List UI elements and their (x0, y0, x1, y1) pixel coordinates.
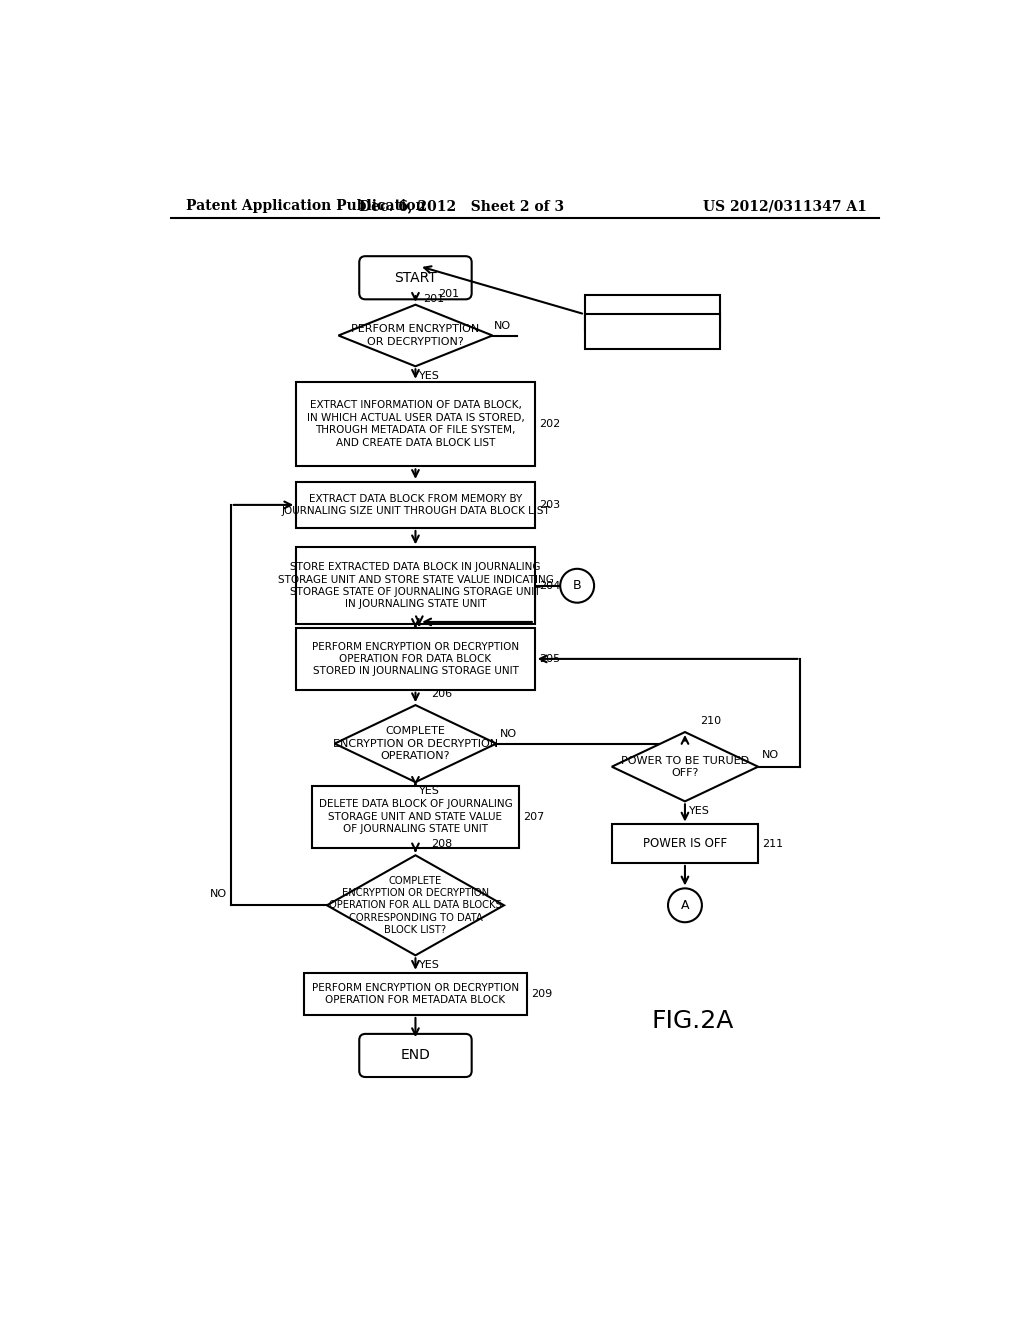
Polygon shape (339, 305, 493, 367)
Text: 205: 205 (539, 653, 560, 664)
Text: YES: YES (419, 787, 440, 796)
Text: END: END (400, 1048, 430, 1063)
Text: YES: YES (419, 371, 440, 380)
Text: NO: NO (500, 730, 517, 739)
Bar (296, 628, 535, 689)
Text: POWER IS OFF: POWER IS OFF (643, 837, 727, 850)
Text: A: A (681, 899, 689, 912)
Text: PERFORM ENCRYPTION
OR DECRYPTION?: PERFORM ENCRYPTION OR DECRYPTION? (351, 325, 479, 347)
Text: 208: 208 (431, 840, 453, 849)
Bar (585, 296, 720, 330)
Bar (311, 785, 519, 847)
Text: NO: NO (210, 888, 226, 899)
Text: 204: 204 (539, 581, 560, 591)
Text: 206: 206 (431, 689, 452, 700)
Text: STORE EXTRACTED DATA BLOCK IN JOURNALING
STORAGE UNIT AND STORE STATE VALUE INDI: STORE EXTRACTED DATA BLOCK IN JOURNALING… (278, 562, 553, 610)
Text: Dec. 6, 2012   Sheet 2 of 3: Dec. 6, 2012 Sheet 2 of 3 (359, 199, 564, 213)
Bar (585, 314, 720, 348)
Text: 209: 209 (531, 989, 552, 999)
Bar (296, 482, 535, 528)
Text: 201: 201 (423, 293, 444, 304)
Text: FIG.2A: FIG.2A (651, 1008, 734, 1032)
Text: YES: YES (689, 805, 710, 816)
Text: POWER TO BE TURUED
OFF?: POWER TO BE TURUED OFF? (621, 755, 749, 777)
Text: NO: NO (762, 750, 779, 760)
Bar (304, 973, 527, 1015)
Text: B: B (572, 579, 582, 593)
Text: START: START (394, 271, 437, 285)
Circle shape (560, 569, 594, 603)
Text: EXTRACT DATA BLOCK FROM MEMORY BY
JOURNALING SIZE UNIT THROUGH DATA BLOCK LIST: EXTRACT DATA BLOCK FROM MEMORY BY JOURNA… (281, 494, 550, 516)
Bar (296, 381, 535, 466)
Polygon shape (327, 855, 504, 956)
Text: EXTRACT INFORMATION OF DATA BLOCK,
IN WHICH ACTUAL USER DATA IS STORED,
THROUGH : EXTRACT INFORMATION OF DATA BLOCK, IN WH… (306, 400, 524, 447)
Text: YES: YES (419, 960, 440, 970)
Text: 210: 210 (700, 715, 722, 726)
Text: COMPLETE
ENCRYPTION OR DECRYPTION
OPERATION FOR ALL DATA BLOCKS
CORRESPONDING TO: COMPLETE ENCRYPTION OR DECRYPTION OPERAT… (329, 875, 502, 935)
Text: COMPLETE
ENCRYPTION OR DECRYPTION
OPERATION?: COMPLETE ENCRYPTION OR DECRYPTION OPERAT… (333, 726, 498, 762)
Circle shape (668, 888, 701, 923)
Text: Patent Application Publication: Patent Application Publication (186, 199, 426, 213)
Bar (611, 825, 758, 863)
Text: 202: 202 (539, 418, 560, 429)
Text: US 2012/0311347 A1: US 2012/0311347 A1 (703, 199, 867, 213)
Text: PERFORM ENCRYPTION OR DECRYPTION
OPERATION FOR METADATA BLOCK: PERFORM ENCRYPTION OR DECRYPTION OPERATI… (312, 982, 519, 1005)
Text: 211: 211 (762, 838, 783, 849)
FancyBboxPatch shape (359, 1034, 472, 1077)
Text: DELETE DATA BLOCK OF JOURNALING
STORAGE UNIT AND STATE VALUE
OF JOURNALING STATE: DELETE DATA BLOCK OF JOURNALING STORAGE … (318, 800, 512, 834)
Text: NO: NO (494, 321, 511, 331)
Polygon shape (611, 733, 758, 801)
Text: 203: 203 (539, 500, 560, 510)
FancyBboxPatch shape (359, 256, 472, 300)
Text: PERFORM ENCRYPTION OR DECRYPTION
OPERATION FOR DATA BLOCK
STORED IN JOURNALING S: PERFORM ENCRYPTION OR DECRYPTION OPERATI… (312, 642, 519, 676)
Polygon shape (335, 705, 497, 781)
Bar (296, 548, 535, 624)
Text: 207: 207 (523, 812, 545, 822)
Text: 201: 201 (438, 289, 460, 298)
